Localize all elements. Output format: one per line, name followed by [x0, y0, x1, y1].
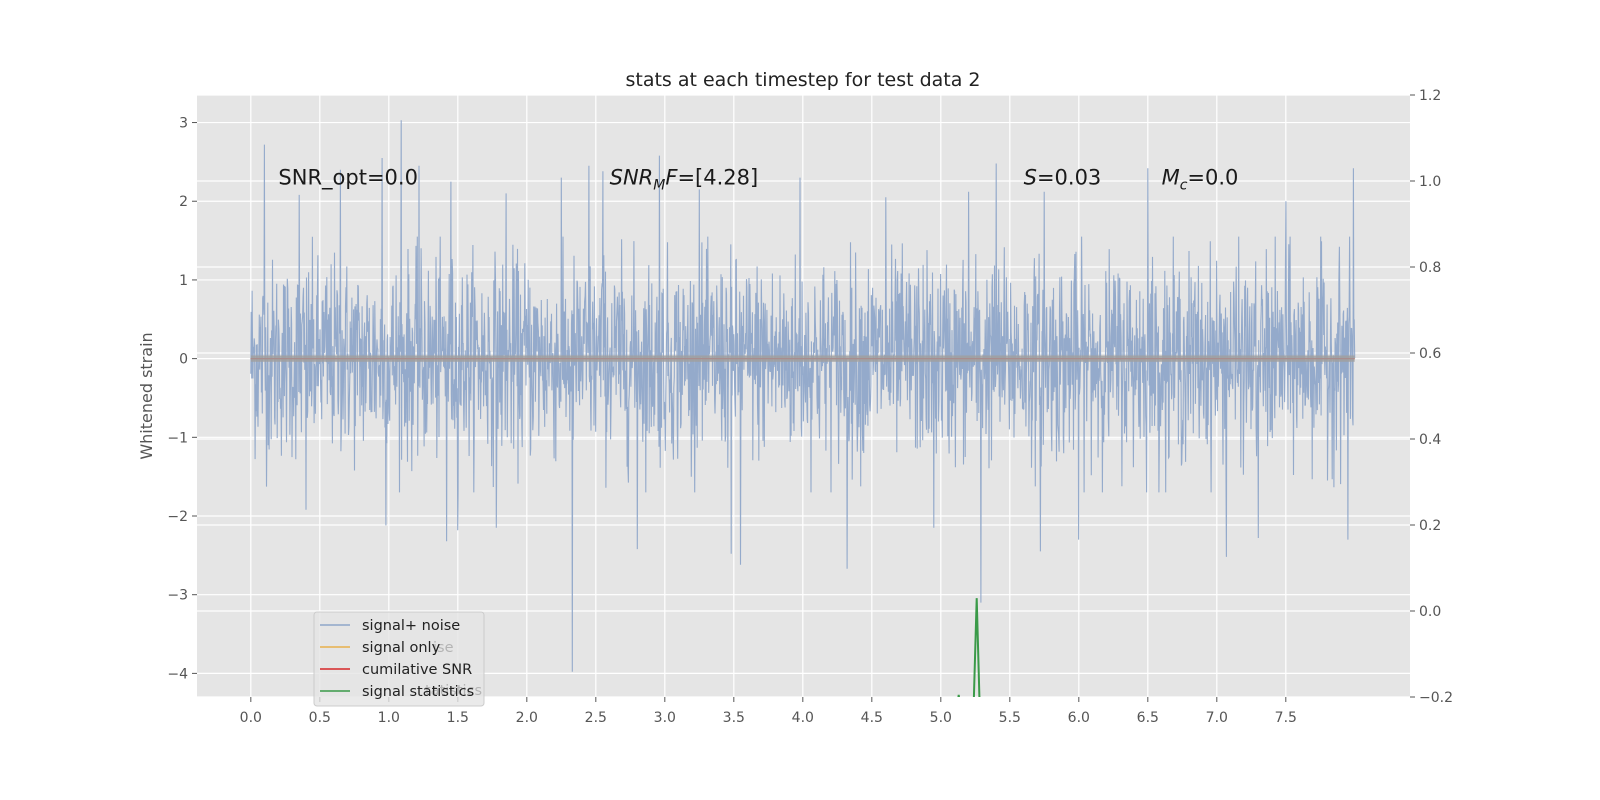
- legend-ghost-text: ise: [433, 640, 454, 656]
- y2-tick-label: 0.4: [1419, 432, 1441, 448]
- x-tick-label: 1.0: [378, 710, 400, 726]
- annotation-value: =0.0: [1187, 166, 1238, 190]
- y-tick-label: −4: [167, 666, 188, 682]
- x-tick-label: 2.5: [585, 710, 607, 726]
- x-tick-label: 5.5: [999, 710, 1021, 726]
- annotation-subscript: M: [653, 178, 665, 194]
- annotation-snr_opt: SNR_opt=0.0: [278, 166, 418, 191]
- y2-tick-label: −0.2: [1419, 690, 1453, 706]
- line-signal-statistics: [957, 598, 981, 697]
- legend-entry-label: signal+ noise: [362, 618, 460, 634]
- line-signal-plus-noise: [250, 120, 1356, 672]
- annotation-value: =0.03: [1037, 166, 1101, 190]
- annotation-symbol: SNR: [610, 166, 654, 190]
- x-tick-label: 6.0: [1068, 710, 1090, 726]
- annotation-label: SNR_opt: [278, 166, 367, 191]
- y-tick-label: 0: [179, 352, 188, 368]
- y-tick-label: 3: [179, 116, 188, 132]
- legend-box: [313, 611, 485, 707]
- y2-tick-label: 0.8: [1419, 260, 1441, 276]
- annotation-subscript: c: [1180, 178, 1188, 194]
- legend-entry-label: signal only: [362, 640, 441, 656]
- y2-tick-label: 0.6: [1419, 346, 1441, 362]
- y2-tick-label: 1.0: [1419, 174, 1441, 190]
- x-tick-label: 3.0: [654, 710, 676, 726]
- y2-tick-label: 0.2: [1419, 518, 1441, 534]
- legend-ghost-text: tatistics: [425, 683, 482, 699]
- x-axis-ticks: 0.0 0.5 1.0 1.5 2.0 2.5 3.0 3.5 4.0 4.5 5.0 5.5 6.0 6…: [240, 697, 1297, 726]
- legend-entry-label: cumilative SNR: [362, 662, 472, 678]
- x-tick-label: 4.5: [861, 710, 883, 726]
- chart-title: stats at each timestep for test data 2: [625, 69, 980, 91]
- y-tick-label: 2: [179, 194, 188, 210]
- legend-entry-label: signal statistics: [362, 684, 474, 700]
- annotation-symbol: M: [1162, 166, 1180, 190]
- y-tick-label: −3: [167, 588, 188, 604]
- x-tick-label: 0.0: [240, 710, 262, 726]
- series-flat-lines: [250, 355, 1355, 362]
- y-tick-label: 1: [179, 273, 188, 289]
- x-tick-label: 2.0: [516, 710, 538, 726]
- x-tick-label: 0.5: [309, 710, 331, 726]
- x-tick-label: 5.0: [930, 710, 952, 726]
- y-axis-ticks: 3 2 1 0 −1 −2 −3 −4: [167, 116, 197, 682]
- annotation-mc: Mc=0.0: [1162, 166, 1239, 194]
- annotation-snr_mf: SNRMF=[4.28]: [610, 166, 759, 194]
- y-tick-label: −2: [167, 509, 188, 525]
- x-tick-label: 7.5: [1275, 710, 1297, 726]
- annotation-symbol: S: [1024, 166, 1037, 190]
- x-tick-label: 1.5: [447, 710, 469, 726]
- annotation-s: S=0.03: [1024, 166, 1102, 190]
- series-signal-plus-noise: [250, 120, 1356, 672]
- x-tick-label: 6.5: [1137, 710, 1159, 726]
- x-tick-label: 7.0: [1206, 710, 1228, 726]
- annotations: SNR_opt=0.0 SNRMF=[4.28] S=0.03 Mc=0.0: [278, 166, 1238, 194]
- y-tick-label: −1: [167, 430, 188, 446]
- x-tick-label: 3.5: [723, 710, 745, 726]
- x-tick-label: 4.0: [792, 710, 814, 726]
- legend: ise tatistics signal+ noise signal only cumi…: [313, 611, 485, 707]
- series-signal-statistics: [957, 598, 981, 697]
- annotation-suffix: F: [665, 166, 678, 190]
- y2-axis-ticks: 1.2 1.0 0.8 0.6 0.4 0.2 0.0 −0.2: [1410, 88, 1453, 706]
- y2-tick-label: 0.0: [1419, 604, 1441, 620]
- y2-tick-label: 1.2: [1419, 88, 1441, 104]
- flat-overlap-band: [250, 355, 1355, 362]
- annotation-value: =0.0: [367, 166, 418, 190]
- annotation-value: =[4.28]: [677, 166, 758, 190]
- y-axis-label: Whitened strain: [137, 332, 156, 459]
